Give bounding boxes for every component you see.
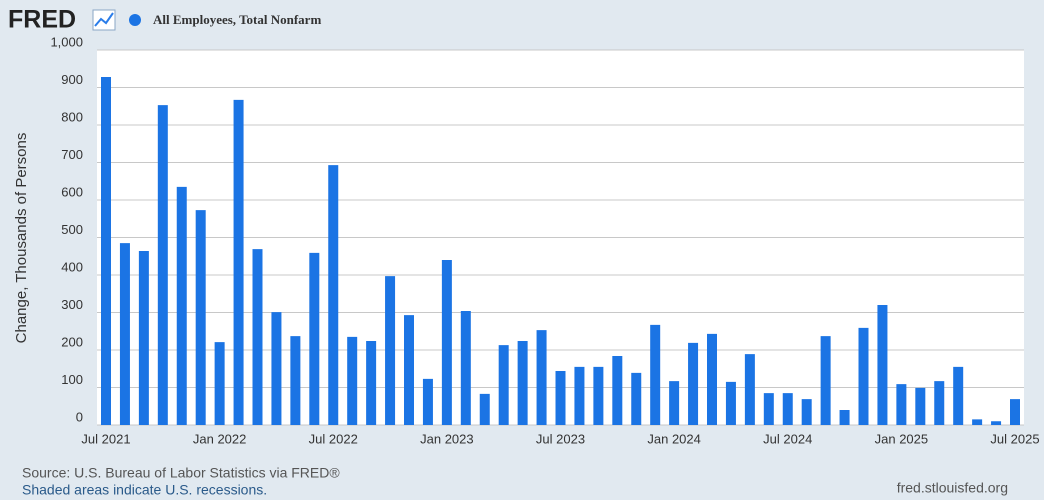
bar <box>347 336 358 425</box>
bar <box>536 330 547 425</box>
bar <box>612 356 623 425</box>
logo: FRED <box>8 6 76 34</box>
x-tick-label: Jan 2024 <box>647 431 701 446</box>
bar <box>157 105 168 425</box>
y-tick-label: 400 <box>61 259 83 274</box>
bar <box>631 372 642 425</box>
bar <box>953 366 964 425</box>
x-tick-label: Jan 2025 <box>875 431 929 446</box>
bar <box>744 354 755 425</box>
bar <box>271 312 282 425</box>
bar <box>441 260 452 425</box>
bar <box>233 99 244 425</box>
bar <box>991 421 1002 425</box>
bar <box>366 341 377 425</box>
x-tick-label: Jul 2021 <box>81 431 130 446</box>
y-tick-label: 200 <box>61 334 83 349</box>
bar <box>385 276 396 425</box>
bar <box>782 393 793 425</box>
bar <box>707 333 717 425</box>
recession-note: Shaded areas indicate U.S. recessions. <box>22 482 267 498</box>
bar <box>479 393 490 425</box>
y-tick-label: 600 <box>61 184 83 199</box>
bar <box>138 251 149 425</box>
x-tick-label: Jan 2023 <box>420 431 474 446</box>
bar <box>498 345 509 425</box>
x-tick-label: Jul 2023 <box>536 431 585 446</box>
bar <box>877 305 888 425</box>
bar <box>896 384 907 425</box>
y-tick-label: 500 <box>61 222 83 237</box>
bar <box>801 399 812 425</box>
x-tick-label: Jan 2022 <box>193 431 247 446</box>
legend-label: All Employees, Total Nonfarm <box>153 12 321 27</box>
bar <box>422 378 433 425</box>
y-tick-label: 800 <box>61 109 83 124</box>
bar <box>214 342 225 425</box>
bar <box>1010 399 1020 425</box>
x-tick-label: Jul 2022 <box>309 431 358 446</box>
bar <box>555 371 566 425</box>
y-tick-label: 700 <box>61 147 83 162</box>
bar <box>460 311 471 425</box>
bar <box>290 336 301 425</box>
bar <box>593 366 604 425</box>
x-tick-label: Jul 2025 <box>990 431 1039 446</box>
bar <box>404 315 414 425</box>
y-tick-label: 0 <box>76 409 83 424</box>
logo-icon <box>92 9 116 31</box>
bar <box>176 186 187 425</box>
bar <box>517 341 528 425</box>
bar <box>820 336 831 425</box>
source: Source: U.S. Bureau of Labor Statistics … <box>22 465 340 481</box>
bar <box>195 210 206 425</box>
bar <box>119 243 130 425</box>
bar <box>839 410 850 425</box>
url: fred.stlouisfed.org <box>897 480 1008 496</box>
x-tick-label: Jul 2024 <box>763 431 812 446</box>
y-tick-label: 900 <box>61 72 83 87</box>
bar <box>252 249 263 425</box>
y-tick-label: 100 <box>61 372 83 387</box>
bar <box>574 366 585 425</box>
bar <box>858 327 869 425</box>
bar <box>688 342 699 425</box>
bar <box>101 77 111 425</box>
bar <box>669 381 680 425</box>
legend-marker <box>129 14 141 26</box>
bar <box>763 393 774 425</box>
bar <box>972 419 983 425</box>
bar <box>915 387 926 425</box>
bar <box>328 165 339 425</box>
y-tick-label: 1,000 <box>50 34 83 49</box>
bar <box>934 381 945 425</box>
bar <box>309 252 320 425</box>
y-axis-label: Change, Thousands of Persons <box>13 133 30 344</box>
bar <box>650 324 661 425</box>
y-tick-label: 300 <box>61 297 83 312</box>
bar <box>725 381 736 425</box>
